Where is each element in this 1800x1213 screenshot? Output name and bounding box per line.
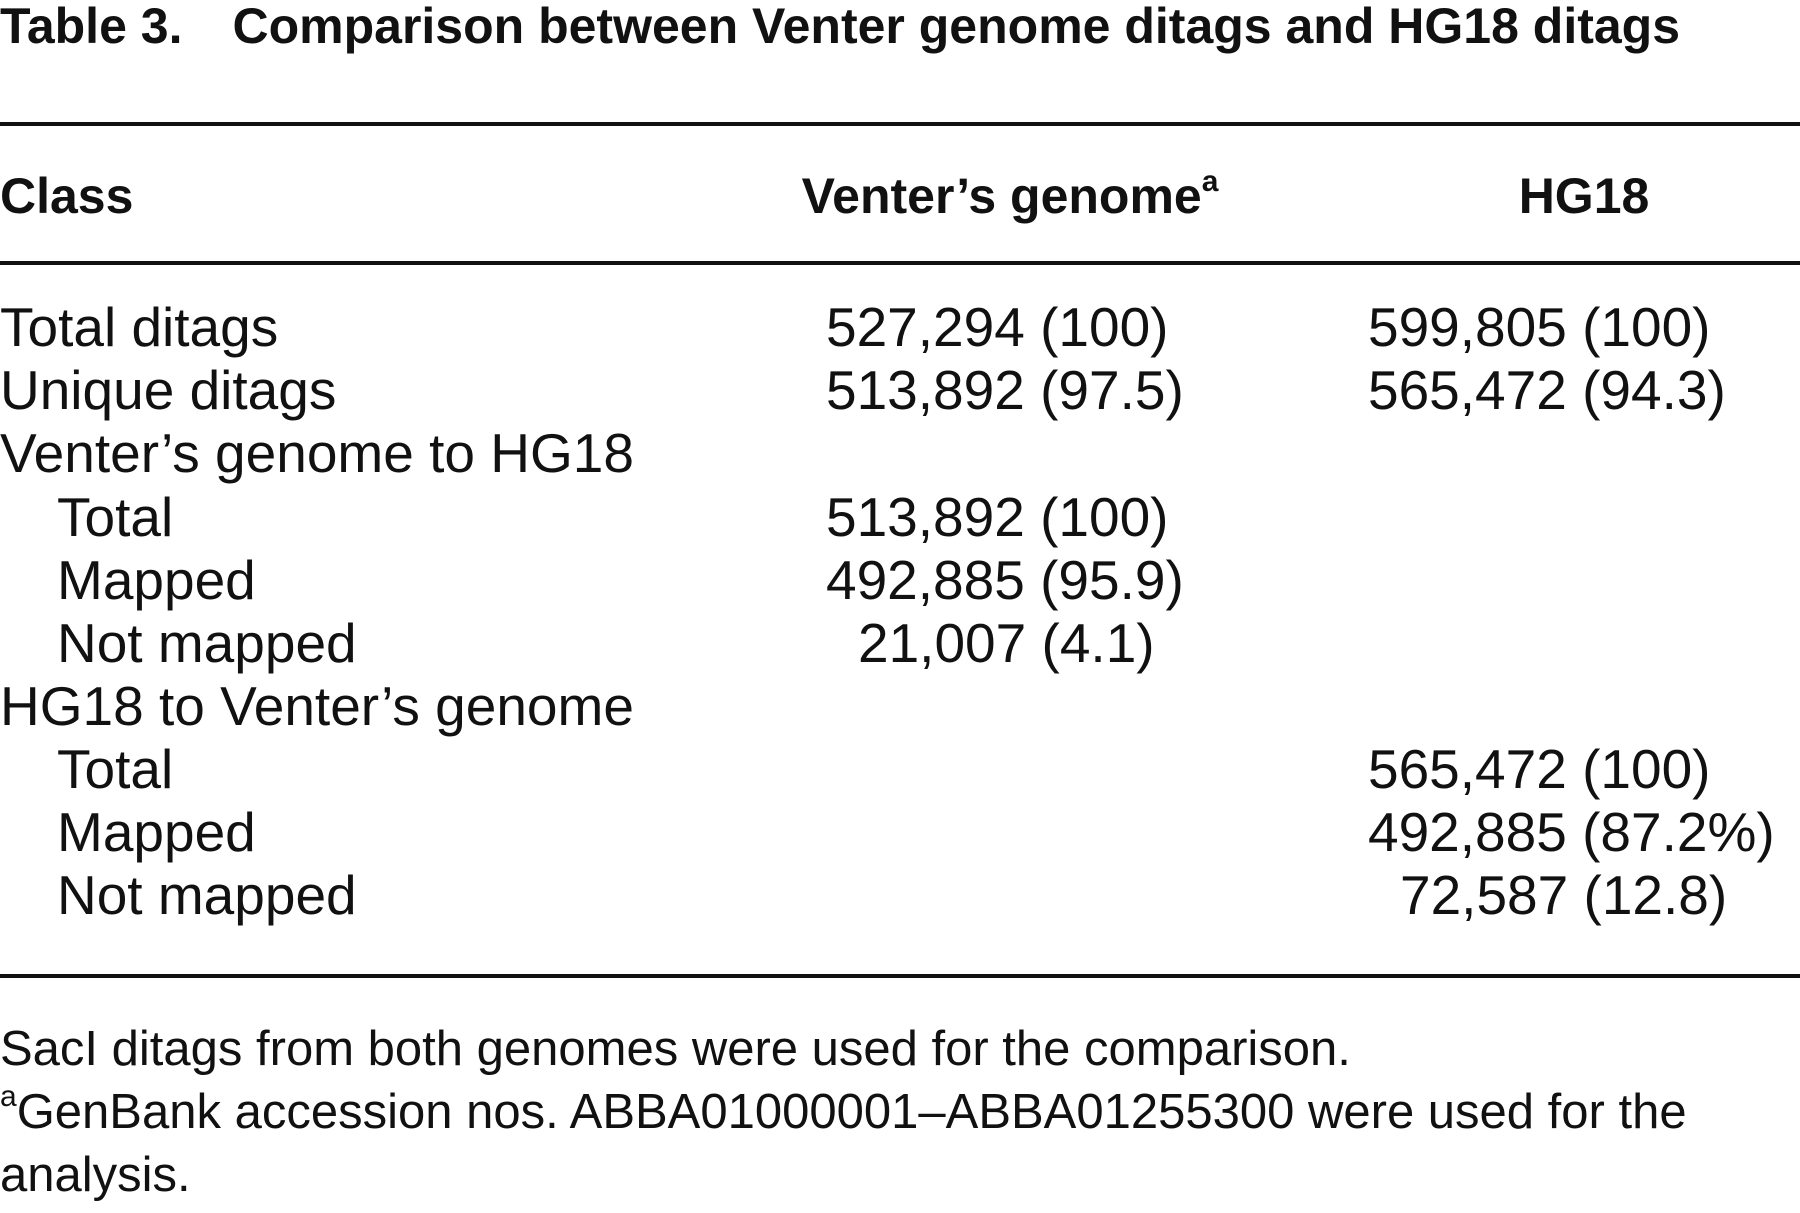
row-label: Not mapped	[57, 864, 357, 926]
footnote: aGenBank accession nos. ABBA01000001–ABB…	[0, 1081, 1800, 1207]
cell: 565,472 (100)	[1368, 738, 1711, 800]
table-label: Table 3.	[0, 0, 183, 54]
row-label: Not mapped	[57, 612, 357, 674]
footnote-mark: a	[0, 1080, 17, 1113]
row-label: Total	[57, 486, 174, 548]
cell: 492,885 (87.2%)	[1368, 801, 1775, 863]
header-rule	[0, 261, 1800, 265]
cell: 513,892 (100)	[826, 486, 1169, 548]
cell: 599,805 (100)	[1368, 296, 1711, 358]
footnote-mark: a	[1201, 165, 1219, 198]
footnote-text: GenBank accession nos. ABBA01000001–ABBA…	[0, 1085, 1687, 1202]
cell: 492,885 (95.9)	[826, 549, 1184, 611]
row-label: Unique ditags	[0, 359, 337, 421]
cell: 513,892 (97.5)	[826, 359, 1184, 421]
table-title: Table 3. Comparison between Venter genome…	[0, 0, 1800, 52]
top-rule	[0, 122, 1800, 126]
cell: 21,007 (4.1)	[858, 612, 1155, 674]
column-header: Venter’s genomea	[802, 166, 1219, 226]
column-header-text: Venter’s genome	[801, 168, 1202, 224]
row-label: Total	[57, 738, 174, 800]
cell: 72,587 (12.8)	[1400, 864, 1728, 926]
column-header: HG18	[1518, 168, 1650, 224]
cell: 527,294 (100)	[826, 296, 1169, 358]
cell: 565,472 (94.3)	[1368, 359, 1726, 421]
row-label: Total ditags	[0, 296, 279, 358]
footnote: SacI ditags from both genomes were used …	[0, 1022, 1351, 1076]
bottom-rule	[0, 974, 1800, 978]
group-label: HG18 to Venter’s genome	[0, 675, 634, 737]
column-header: Class	[0, 168, 134, 224]
title-text: Comparison between Venter genome ditags …	[232, 0, 1681, 54]
row-label: Mapped	[57, 801, 256, 863]
group-label: Venter’s genome to HG18	[0, 422, 634, 484]
row-label: Mapped	[57, 549, 256, 611]
